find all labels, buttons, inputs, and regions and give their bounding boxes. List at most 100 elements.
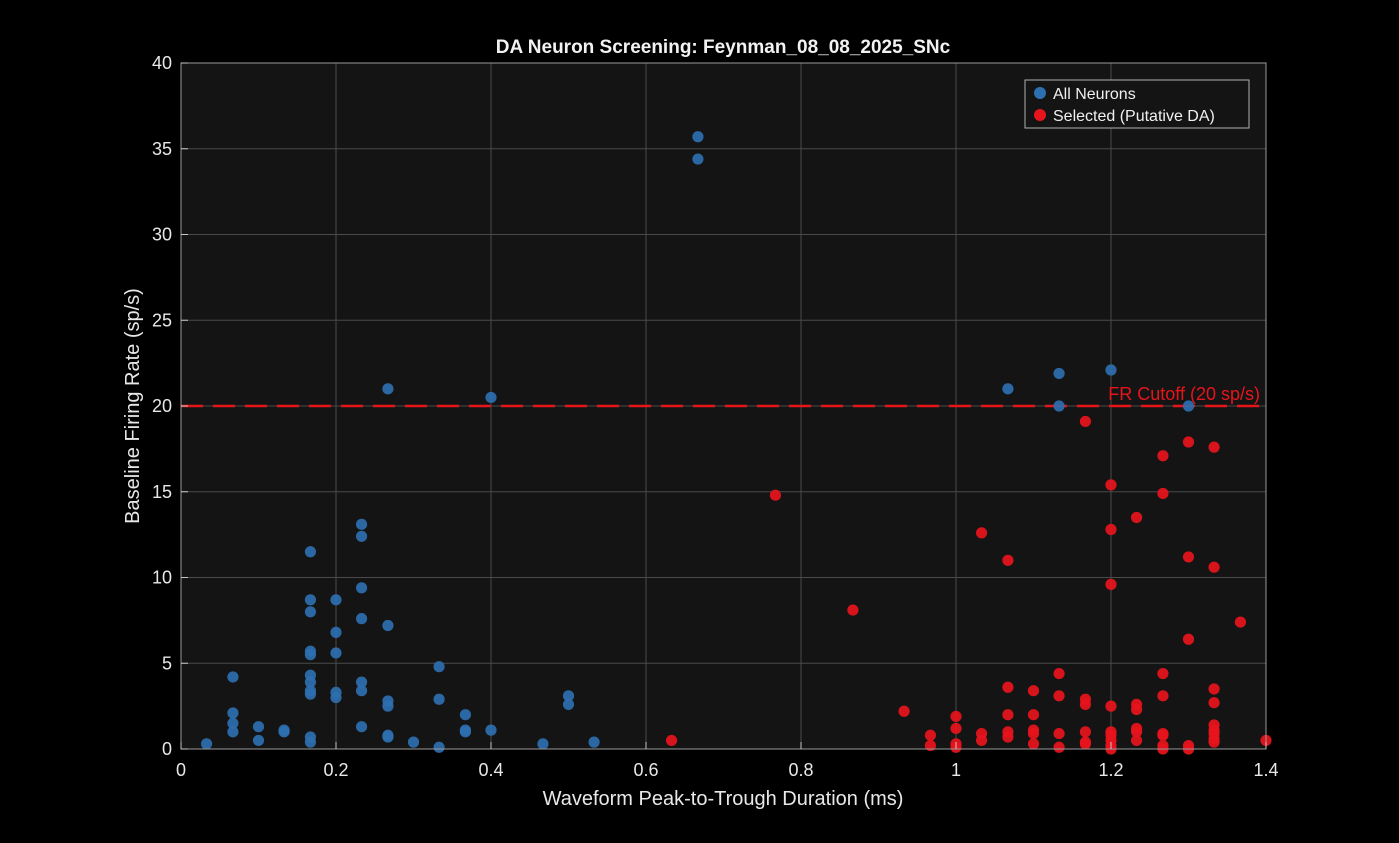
point-all-neurons [485, 724, 497, 736]
point-selected [1182, 551, 1195, 563]
point-all-neurons [278, 724, 290, 736]
point-all-neurons [304, 594, 317, 606]
point-selected [950, 722, 962, 735]
point-all-neurons [1002, 383, 1014, 395]
data-points [200, 131, 1272, 755]
point-all-neurons [459, 724, 472, 736]
legend-marker-all-neurons [1034, 87, 1046, 99]
x-tick-label: 1.4 [1253, 760, 1278, 780]
y-tick-label: 25 [152, 310, 172, 330]
point-selected [1130, 511, 1143, 524]
x-tick-label: 0.6 [633, 760, 658, 780]
legend-label-all-neurons: All Neurons [1053, 86, 1136, 103]
point-selected [975, 727, 988, 740]
point-selected [1157, 450, 1169, 462]
point-selected [1157, 487, 1169, 500]
point-all-neurons [330, 686, 342, 699]
point-all-neurons [485, 391, 497, 404]
point-all-neurons [355, 518, 368, 530]
point-all-neurons [252, 721, 265, 733]
point-selected [1002, 709, 1014, 721]
point-all-neurons [355, 676, 368, 688]
point-all-neurons [382, 383, 394, 395]
point-selected [1130, 698, 1143, 711]
point-all-neurons [304, 606, 317, 618]
point-all-neurons [304, 685, 317, 697]
point-selected [950, 710, 962, 723]
point-all-neurons [227, 707, 239, 719]
point-all-neurons [562, 690, 575, 702]
point-all-neurons [252, 734, 265, 747]
legend-box [1024, 79, 1250, 129]
point-selected [1002, 681, 1014, 693]
point-all-neurons [355, 721, 368, 733]
y-tick-label: 5 [162, 653, 172, 673]
x-tick-label: 1 [951, 760, 961, 780]
point-selected [1105, 523, 1117, 536]
y-tick-label: 10 [152, 568, 172, 588]
point-all-neurons [382, 619, 394, 632]
point-all-neurons [304, 645, 317, 657]
point-selected [1157, 667, 1169, 680]
point-all-neurons [227, 726, 239, 738]
point-all-neurons [304, 669, 317, 681]
point-selected [1130, 722, 1143, 735]
point-selected [1002, 726, 1014, 738]
point-selected [1105, 578, 1117, 590]
point-selected [1105, 479, 1117, 491]
point-selected [1234, 616, 1247, 628]
point-selected [1053, 667, 1065, 680]
point-all-neurons [330, 594, 342, 606]
point-selected [1208, 697, 1220, 709]
point-selected [1079, 736, 1092, 748]
point-all-neurons [1053, 400, 1065, 412]
point-selected [1105, 726, 1117, 738]
point-all-neurons [304, 546, 317, 558]
point-all-neurons [355, 685, 368, 697]
point-selected [1002, 554, 1014, 566]
x-tick-label: 0.4 [478, 760, 503, 780]
point-selected [847, 604, 859, 616]
point-selected [1182, 739, 1195, 752]
y-axis-label: Baseline Firing Rate (sp/s) [122, 288, 144, 524]
point-all-neurons [382, 729, 394, 741]
point-all-neurons [459, 709, 472, 721]
point-selected [1182, 633, 1195, 645]
x-tick-label: 1.2 [1098, 760, 1123, 780]
point-all-neurons [304, 731, 317, 743]
point-selected [1208, 561, 1220, 573]
point-all-neurons [433, 693, 445, 705]
point-all-neurons [692, 153, 704, 165]
y-tick-label: 30 [152, 225, 172, 245]
y-tick-label: 0 [162, 739, 172, 759]
point-selected [1105, 700, 1117, 712]
point-all-neurons [1182, 400, 1195, 412]
x-tick-label: 0.2 [323, 760, 348, 780]
point-selected [1079, 693, 1092, 705]
legend-marker-selected [1034, 109, 1046, 121]
point-all-neurons [433, 741, 445, 753]
point-selected [1208, 719, 1220, 731]
point-selected [1157, 727, 1169, 740]
y-tick-label: 15 [152, 482, 172, 502]
point-selected [1027, 724, 1040, 736]
point-all-neurons [382, 695, 394, 707]
legend: All Neurons Selected (Putative DA) [1024, 79, 1250, 129]
point-selected [1053, 690, 1065, 702]
point-all-neurons [330, 626, 342, 638]
point-selected [1027, 685, 1040, 697]
point-all-neurons [330, 647, 342, 659]
point-all-neurons [537, 738, 549, 750]
point-all-neurons [562, 698, 575, 711]
series-selected [665, 415, 1272, 755]
point-selected [924, 729, 937, 741]
point-all-neurons [200, 738, 213, 750]
series-all-neurons [200, 131, 1195, 753]
y-tick-label: 35 [152, 139, 172, 159]
point-selected [665, 734, 678, 747]
point-all-neurons [227, 717, 239, 729]
point-all-neurons [588, 736, 600, 748]
x-tick-label: 0 [176, 760, 186, 780]
point-selected [898, 705, 910, 717]
